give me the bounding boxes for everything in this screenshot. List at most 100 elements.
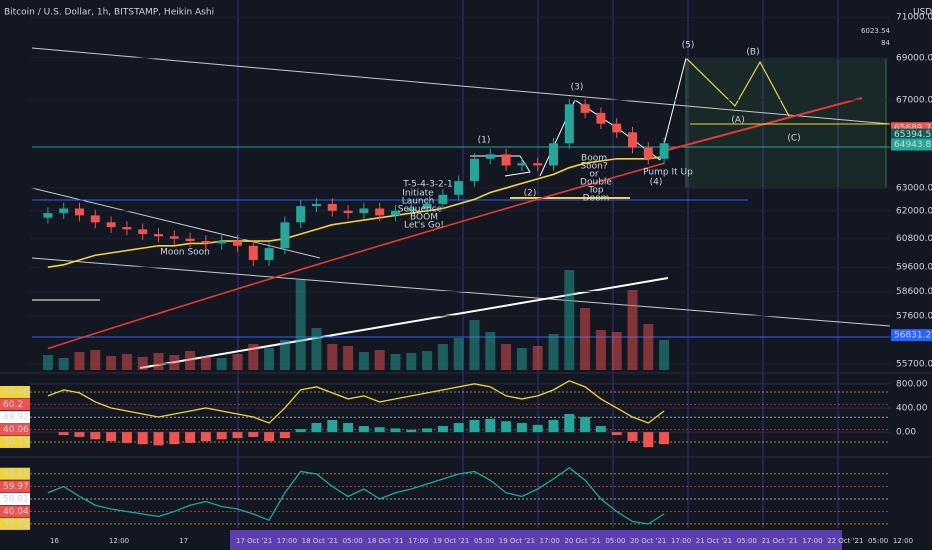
x-tick-label: 12:00 [109, 537, 129, 545]
volume-bar [153, 353, 164, 370]
candle-body [612, 123, 622, 133]
level-label: 49.92 [3, 413, 29, 423]
volume-bar [248, 344, 259, 370]
histogram-bar [279, 432, 290, 439]
level-box [0, 467, 30, 480]
candle-body [264, 248, 274, 261]
level-label: 40.04 [3, 507, 29, 517]
rsi-line [47, 466, 665, 525]
histogram-bar [358, 426, 369, 433]
candle-body [375, 208, 385, 216]
annotation: Launch [402, 197, 435, 207]
candle-body [185, 238, 195, 242]
candle-body [75, 208, 84, 216]
y-tick-label: 57600.00 [896, 311, 932, 321]
corner-value: 84 [881, 39, 890, 47]
annotation: (C) [787, 134, 800, 144]
histogram-bar [232, 432, 243, 439]
y-tick-label: 67000.00 [896, 96, 932, 106]
candle-body [438, 194, 448, 204]
annotation: T-5-4-3-2-1 [402, 180, 453, 190]
volume-bar [501, 344, 512, 370]
level-label: 60.2 [3, 400, 23, 410]
x-tick-label: 18 Oct '21 [302, 537, 338, 545]
annotation: (2) [524, 189, 537, 199]
x-tick-label: 05:00 [737, 537, 757, 545]
x-tick-label: 17:00 [408, 537, 428, 545]
volume-bar [595, 330, 606, 370]
candle-body [90, 215, 100, 223]
volume-bar [74, 352, 85, 370]
histogram-bar [501, 421, 512, 433]
level-box [0, 492, 30, 505]
price-label-box [891, 122, 932, 135]
moving-average [47, 162, 665, 350]
candle-body [422, 203, 432, 209]
histogram-bar [343, 423, 354, 433]
histogram-bar [485, 418, 496, 433]
candle-body [391, 210, 400, 216]
corner-value: 6023.54 [861, 27, 890, 35]
volume-bar [611, 332, 622, 370]
volume-bar [169, 355, 180, 370]
candle-body [596, 112, 606, 124]
volume-bar [659, 340, 670, 370]
annotation: BOOM [410, 213, 438, 223]
level-box [0, 385, 30, 398]
histogram-bar [90, 432, 101, 440]
level-box [0, 423, 30, 436]
candle-body [564, 104, 574, 144]
annotation: (B) [746, 48, 759, 58]
histogram-bar [137, 432, 148, 445]
candle-body [154, 234, 163, 237]
volume-bar [453, 338, 464, 370]
histogram-bar [532, 424, 543, 433]
annotation: Doom [583, 194, 610, 204]
level-label: 59.97 [3, 482, 29, 492]
annotation: (A) [731, 116, 744, 126]
histogram-bar [169, 432, 180, 445]
x-tick-label: 05:00 [343, 537, 363, 545]
price-label-box [891, 138, 932, 151]
volume-bar [279, 340, 290, 370]
volume-bar [185, 351, 196, 370]
candle-body [106, 222, 116, 228]
annotation: Sequence [398, 205, 443, 215]
y-tick-label: 69000.00 [896, 54, 932, 64]
volume-bar [232, 354, 243, 370]
annotation: Double [580, 178, 612, 188]
x-tick-label: 17 Oct '21 [236, 537, 272, 545]
x-tick-label: 19 Oct '21 [433, 537, 469, 545]
volume-bar [106, 356, 117, 370]
volume-bar [374, 350, 385, 370]
level-box [0, 505, 30, 518]
y-tick-label: 58600.00 [896, 287, 932, 297]
annotation: Boom [581, 154, 607, 164]
target-zone [685, 57, 887, 189]
x-tick-label: 17 [179, 537, 188, 545]
annotation: (3) [571, 83, 584, 93]
y-tick-label: 0.00 [896, 428, 916, 438]
candle-body [359, 208, 369, 214]
annotation: Let's Go! [404, 221, 444, 231]
price-label: 65394.53 [894, 130, 932, 140]
histogram-bar [611, 432, 622, 436]
histogram-bar [185, 432, 196, 443]
x-tick-label: 16 [50, 537, 59, 545]
histogram-bar [627, 432, 638, 442]
volume-bar [406, 353, 417, 370]
chart-title: Bitcoin / U.S. Dollar, 1h, BITSTAMP, Hei… [4, 8, 214, 18]
volume-bar [532, 346, 543, 370]
histogram-bar [74, 432, 85, 437]
price-label-box [891, 329, 932, 342]
volume-bar [137, 357, 148, 370]
candle-body [659, 143, 669, 159]
histogram-bar [390, 428, 401, 433]
histogram-bar [200, 432, 211, 442]
histogram-bar [58, 432, 69, 436]
annotation: Pump It Up [643, 168, 693, 178]
histogram-bar [437, 426, 448, 433]
level-box [0, 435, 30, 448]
y-tick-label: 800.00 [896, 379, 928, 389]
volume-bar [200, 356, 211, 370]
